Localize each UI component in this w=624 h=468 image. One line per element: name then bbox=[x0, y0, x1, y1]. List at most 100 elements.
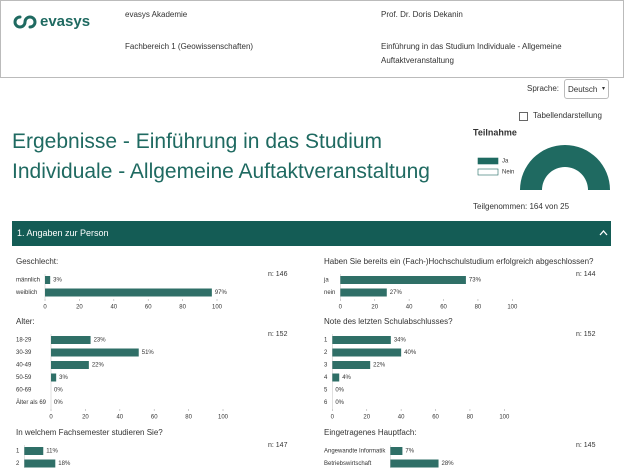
course: Einführung in das Studium Individuale - … bbox=[381, 42, 562, 65]
bar bbox=[390, 447, 403, 455]
bar bbox=[51, 373, 57, 382]
category-label: 2 bbox=[324, 350, 328, 356]
organization: evasys Akademie bbox=[125, 10, 188, 19]
bar bbox=[51, 336, 91, 344]
x-tick-label: 100 bbox=[507, 305, 518, 311]
chart-title: In welchem Fachsemester studieren Sie? bbox=[16, 428, 163, 437]
chart-title: Geschlecht: bbox=[16, 257, 58, 266]
value-label: 11% bbox=[46, 449, 58, 455]
n-count: n: 147 bbox=[268, 442, 288, 449]
bar bbox=[332, 336, 391, 344]
participation-gauge bbox=[520, 145, 610, 190]
logo-text: evasys bbox=[40, 13, 91, 30]
bar bbox=[51, 361, 89, 369]
table-toggle[interactable]: Tabellendarstellung bbox=[533, 111, 602, 120]
value-label: 22% bbox=[92, 363, 105, 369]
language-label: Sprache: bbox=[527, 84, 560, 93]
category-label: Älter als 69 bbox=[16, 399, 47, 406]
value-label: 3% bbox=[53, 278, 62, 284]
chart-title: Haben Sie bereits ein (Fach-)Hochschulst… bbox=[324, 257, 594, 266]
value-label: 97% bbox=[215, 290, 228, 296]
category-label: Angewandte Informatik bbox=[324, 449, 386, 455]
n-count: n: 152 bbox=[268, 331, 288, 338]
n-count: n: 146 bbox=[268, 271, 288, 278]
category-label: männlich bbox=[16, 278, 40, 284]
category-label: 4 bbox=[324, 375, 328, 381]
value-label: 0% bbox=[54, 400, 63, 406]
category-label: 60-69 bbox=[16, 388, 32, 394]
value-label: 4% bbox=[342, 375, 351, 381]
value-label: 28% bbox=[442, 461, 455, 467]
participation-summary: Teilgenommen: 164 von 25 bbox=[473, 202, 570, 211]
logo-icon bbox=[13, 15, 37, 29]
chart-title: Alter: bbox=[16, 317, 35, 326]
bar bbox=[340, 288, 387, 297]
legend-label: Nein bbox=[502, 170, 514, 176]
value-label: 22% bbox=[373, 363, 386, 369]
n-count: n: 145 bbox=[576, 442, 596, 449]
category-label: 40-49 bbox=[16, 363, 32, 369]
category-label: 50-59 bbox=[16, 375, 32, 381]
x-tick-label: 0 bbox=[331, 415, 335, 421]
value-label: 18% bbox=[58, 461, 71, 467]
x-tick-label: 80 bbox=[475, 305, 482, 311]
person: Prof. Dr. Doris Dekanin bbox=[381, 10, 463, 19]
category-label: 1 bbox=[324, 338, 328, 344]
x-tick-label: 100 bbox=[212, 305, 223, 311]
x-tick-label: 60 bbox=[145, 305, 152, 311]
bar bbox=[340, 276, 466, 284]
category-label: Betriebswirtschaft bbox=[324, 461, 372, 467]
x-tick-label: 60 bbox=[432, 415, 439, 421]
value-label: 73% bbox=[469, 278, 482, 284]
x-tick-label: 40 bbox=[116, 415, 123, 421]
category-label: 30-39 bbox=[16, 350, 32, 356]
x-tick-label: 80 bbox=[467, 415, 474, 421]
x-tick-label: 0 bbox=[43, 305, 47, 311]
n-count: n: 152 bbox=[576, 331, 596, 338]
value-label: 34% bbox=[394, 338, 407, 344]
x-tick-label: 60 bbox=[151, 415, 158, 421]
value-label: 0% bbox=[335, 388, 344, 394]
chart-title: Eingetragenes Hauptfach: bbox=[324, 428, 417, 437]
x-tick-label: 40 bbox=[110, 305, 117, 311]
category-label: 3 bbox=[324, 363, 328, 369]
x-tick-label: 20 bbox=[82, 415, 89, 421]
value-label: 27% bbox=[390, 290, 403, 296]
value-label: 3% bbox=[59, 375, 68, 381]
chart-title: Note des letzten Schulabschlusses? bbox=[324, 317, 453, 326]
section-caret[interactable] bbox=[599, 230, 608, 236]
category-label: 18-29 bbox=[16, 338, 32, 344]
bar bbox=[24, 447, 44, 455]
bar bbox=[332, 348, 402, 357]
page-title: Ergebnisse - Einführung in das Studium I… bbox=[12, 130, 430, 183]
department: Fachbereich 1 (Geowissenschaften) bbox=[125, 42, 254, 51]
bar bbox=[390, 459, 439, 468]
bar bbox=[51, 348, 139, 357]
legend-swatch bbox=[477, 157, 499, 165]
category-label: 6 bbox=[324, 400, 328, 406]
language-select[interactable]: Deutsch ▾ bbox=[564, 79, 609, 99]
category-label: 2 bbox=[16, 461, 20, 467]
bar bbox=[332, 373, 340, 382]
bar bbox=[332, 361, 371, 369]
legend-swatch bbox=[477, 168, 499, 176]
category-label: nein bbox=[324, 290, 335, 296]
category-label: 5 bbox=[324, 388, 328, 394]
section-bar[interactable] bbox=[12, 221, 611, 246]
x-tick-label: 20 bbox=[76, 305, 83, 311]
x-tick-label: 40 bbox=[406, 305, 413, 311]
x-tick-label: 80 bbox=[185, 415, 192, 421]
value-label: 23% bbox=[94, 338, 107, 344]
participation-title: Teilnahme bbox=[473, 127, 517, 137]
table-checkbox[interactable] bbox=[519, 112, 528, 121]
value-label: 0% bbox=[54, 388, 63, 394]
x-tick-label: 0 bbox=[339, 305, 343, 311]
bar bbox=[45, 276, 51, 284]
legend-label: Ja bbox=[502, 159, 509, 165]
x-tick-label: 60 bbox=[440, 305, 447, 311]
value-label: 51% bbox=[142, 350, 155, 356]
x-tick-label: 80 bbox=[179, 305, 186, 311]
x-tick-label: 20 bbox=[371, 305, 378, 311]
